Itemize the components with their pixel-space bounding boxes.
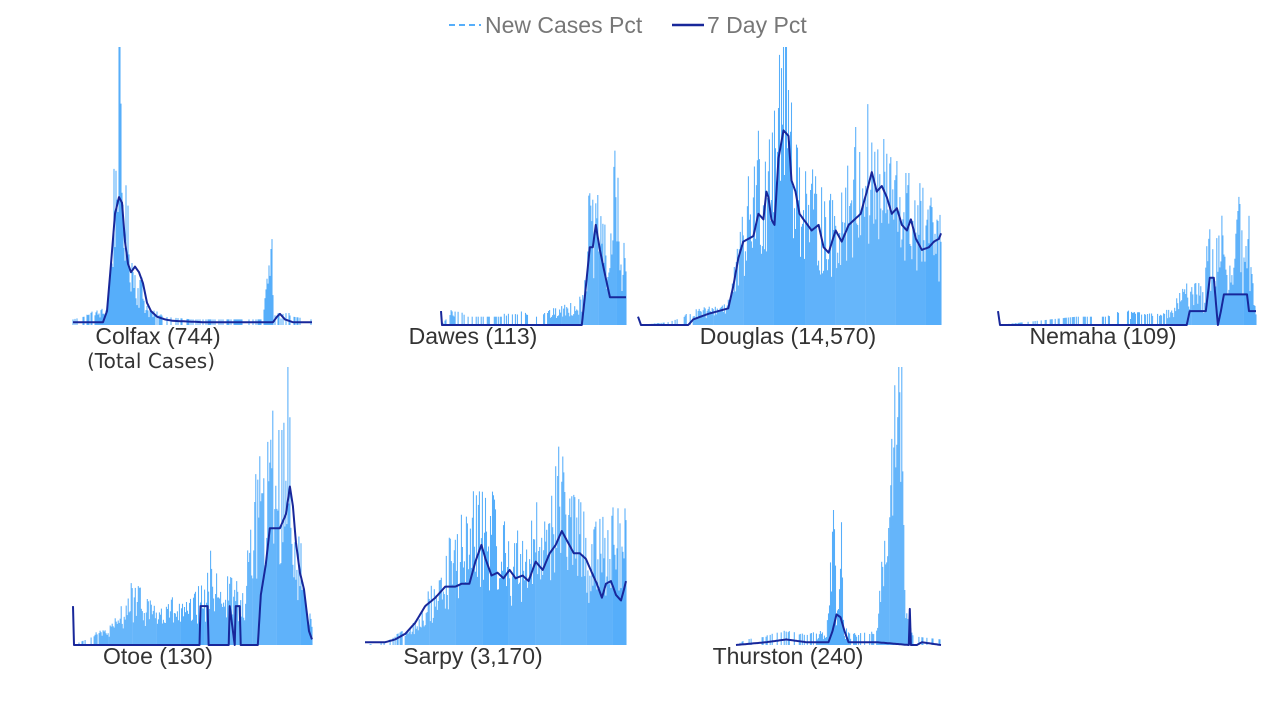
line-dawes-7day	[440, 223, 626, 326]
line-colfax-7day	[73, 196, 312, 324]
legend-label-new-cases: New Cases Pct	[485, 12, 643, 38]
line-nemaha-7day	[997, 276, 1256, 326]
panel-label-dawes: Dawes (113)	[409, 323, 538, 349]
panel-dawes: Dawes (113)	[409, 150, 627, 349]
panel-label-douglas: Douglas (14,570)	[700, 323, 876, 349]
panel-colfax: Colfax (744)(Total Cases)	[72, 47, 312, 373]
legend: New Cases Pct 7 Day Pct	[449, 12, 807, 38]
panel-label-nemaha: Nemaha (109)	[1029, 323, 1176, 349]
line-douglas-7day	[637, 129, 942, 326]
panel-otoe: Otoe (130)	[72, 367, 313, 669]
panel-label-sarpy: Sarpy (3,170)	[403, 643, 542, 669]
panel-label-colfax: Colfax (744)	[95, 323, 220, 349]
panel-label-thurston: Thurston (240)	[713, 643, 864, 669]
panel-nemaha: Nemaha (109)	[997, 196, 1257, 349]
panel-note-colfax: (Total Cases)	[87, 349, 215, 373]
line-thurston-7day	[735, 607, 942, 646]
panel-group: Colfax (744)(Total Cases) Dawes (113) Doug…	[72, 47, 1257, 669]
panel-label-otoe: Otoe (130)	[103, 643, 213, 669]
panel-sarpy: Sarpy (3,170)	[365, 446, 627, 669]
legend-label-seven-day: 7 Day Pct	[707, 12, 807, 38]
line-sarpy-7day	[365, 530, 627, 644]
panel-douglas: Douglas (14,570)	[637, 47, 942, 349]
line-otoe-7day	[72, 485, 313, 646]
panel-thurston: Thurston (240)	[713, 367, 942, 669]
